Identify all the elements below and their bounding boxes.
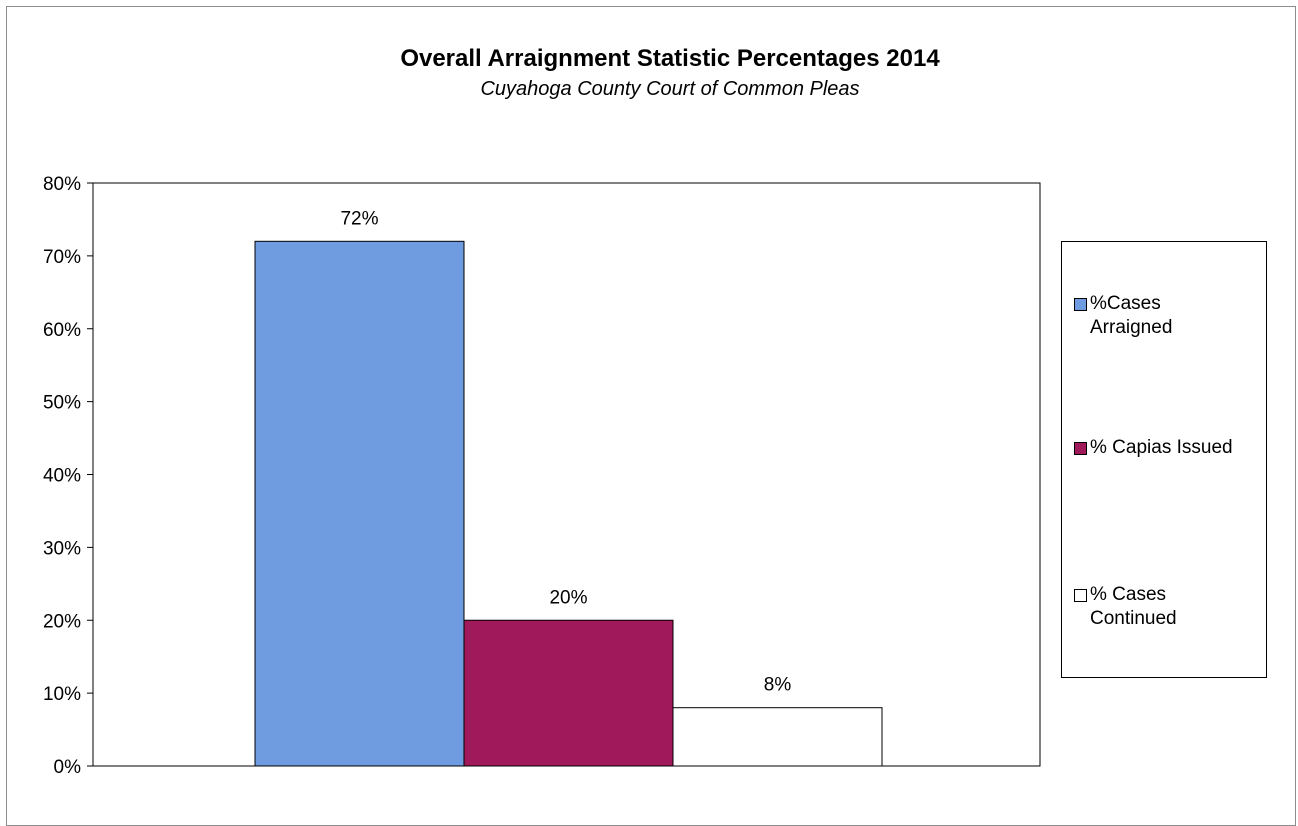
legend-item-cases-arraigned: %Cases Arraigned — [1074, 292, 1172, 340]
legend-item-cases-continued: % Cases Continued — [1074, 583, 1177, 631]
chart-subtitle: Cuyahoga County Court of Common Pleas — [480, 78, 860, 100]
legend-swatch — [1074, 298, 1087, 311]
legend-label: % Capias Issued — [1090, 437, 1233, 458]
y-tick-label: 0% — [54, 757, 82, 778]
data-label: 20% — [549, 587, 587, 608]
bar — [463, 619, 674, 767]
legend-item-capias-issued: % Capias Issued — [1074, 436, 1233, 460]
legend-label-line: Arraigned — [1090, 317, 1173, 338]
legend-label-line: Continued — [1090, 608, 1177, 629]
legend-swatch — [1074, 589, 1087, 602]
y-tick-label: 50% — [43, 393, 81, 414]
y-tick-label: 60% — [43, 320, 81, 341]
legend-label-line: % Cases — [1090, 584, 1167, 605]
chart-legend: %Cases Arraigned % Capias Issued % Cases… — [1061, 241, 1267, 678]
legend-swatch — [1074, 442, 1087, 455]
legend-label-line: %Cases — [1090, 293, 1161, 314]
data-label: 8% — [764, 675, 792, 696]
data-label: 72% — [340, 208, 378, 229]
bar — [672, 707, 883, 767]
legend-label: % Cases Continued — [1090, 583, 1177, 631]
y-tick-label: 10% — [43, 684, 81, 705]
y-tick-label: 40% — [43, 466, 81, 487]
y-tick-label: 70% — [43, 247, 81, 268]
y-tick-label: 30% — [43, 538, 81, 559]
y-tick-label: 80% — [43, 174, 81, 195]
legend-label: %Cases Arraigned — [1090, 292, 1172, 340]
chart-title: Overall Arraignment Statistic Percentage… — [400, 45, 940, 72]
y-tick-label: 20% — [43, 611, 81, 632]
bar — [254, 240, 465, 767]
